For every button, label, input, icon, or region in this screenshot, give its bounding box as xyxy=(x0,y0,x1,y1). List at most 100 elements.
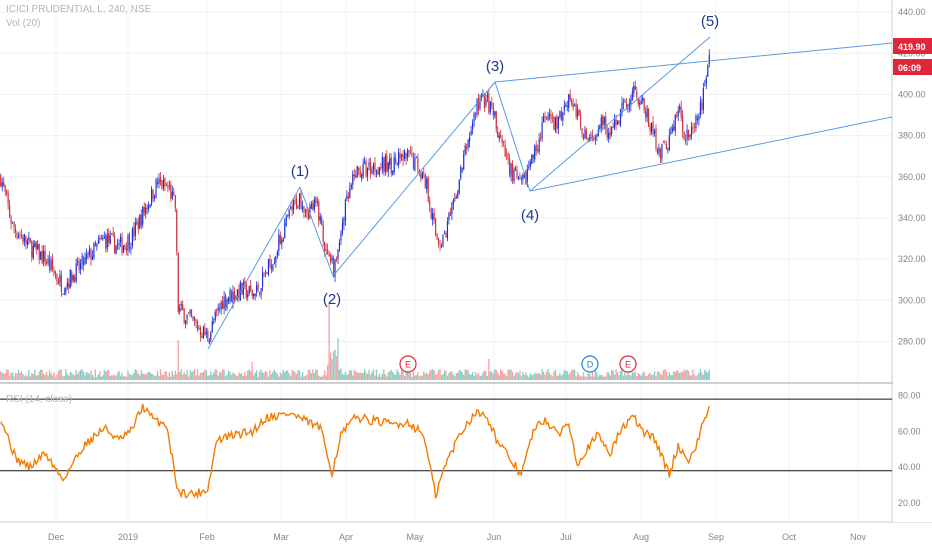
volume-bar xyxy=(282,369,284,380)
volume-legend[interactable]: Vol (20) xyxy=(6,18,41,29)
volume-bar xyxy=(634,371,636,380)
wave-leg xyxy=(494,81,531,192)
volume-bar xyxy=(253,375,255,380)
volume-bar xyxy=(239,374,242,380)
candle-body xyxy=(232,291,234,304)
volume-bar xyxy=(41,369,43,380)
volume-bar xyxy=(516,372,518,380)
candle-body xyxy=(210,332,212,341)
volume-bar xyxy=(708,369,710,380)
volume-bar xyxy=(423,371,425,380)
candle-body xyxy=(312,203,314,211)
candle-body xyxy=(4,184,6,192)
volume-bar xyxy=(168,372,171,380)
candle-body xyxy=(673,125,675,131)
volume-bar xyxy=(556,375,558,380)
candle-body xyxy=(153,196,156,199)
volume-bar xyxy=(10,372,12,380)
volume-bar xyxy=(96,376,98,380)
candle-body xyxy=(371,169,373,173)
time-tick-label: 2019 xyxy=(118,532,138,542)
candle-body xyxy=(214,311,216,321)
volume-bar xyxy=(442,374,444,380)
volume-bar xyxy=(358,372,360,380)
candle-body xyxy=(591,135,593,137)
candle-body xyxy=(578,109,580,115)
volume-bar xyxy=(105,371,107,380)
volume-bar xyxy=(522,371,524,380)
volume-bar xyxy=(113,374,116,380)
volume-bar xyxy=(440,374,443,380)
candle-body xyxy=(57,280,60,285)
volume-bar xyxy=(254,372,256,380)
volume-bar xyxy=(480,375,483,380)
symbol-legend[interactable]: ICICI PRUDENTIAL L, 240, NSE xyxy=(6,4,152,15)
volume-bar xyxy=(270,374,273,380)
candle-body xyxy=(384,155,386,173)
volume-bar xyxy=(180,369,182,380)
volume-bar xyxy=(656,371,659,380)
volume-bar xyxy=(275,372,277,380)
volume-bar xyxy=(190,372,193,380)
wave-leg xyxy=(332,81,496,277)
rsi-legend[interactable]: RSI (14, close) xyxy=(6,394,73,405)
volume-bar xyxy=(579,376,582,380)
candle-body xyxy=(78,261,80,270)
volume-bar xyxy=(76,374,79,380)
volume-bar xyxy=(72,374,74,380)
volume-bar xyxy=(326,364,329,380)
elliott-wave-drawing[interactable]: (1) (2) (3) (4) (5) xyxy=(207,13,893,350)
axis-background xyxy=(893,0,932,522)
volume-bar xyxy=(491,371,493,380)
volume-bar xyxy=(106,370,108,380)
candle-body xyxy=(35,241,37,250)
volume-bar xyxy=(173,375,175,380)
volume-bar xyxy=(322,375,324,380)
candle-body xyxy=(528,166,530,168)
volume-bar xyxy=(619,371,622,380)
candle-body xyxy=(426,178,428,189)
volume-bar xyxy=(674,372,676,380)
volume-bar xyxy=(192,370,194,380)
candle-body xyxy=(386,154,388,171)
volume-bar xyxy=(155,375,157,380)
volume-bar xyxy=(319,376,321,380)
volume-bar xyxy=(368,369,370,380)
volume-bar xyxy=(26,375,29,380)
volume-bar xyxy=(622,375,625,380)
price-axis[interactable]: 280.00 300.00 320.00 340.00 360.00 380.00 400.… xyxy=(893,0,932,522)
volume-bar xyxy=(124,375,126,380)
volume-bar xyxy=(637,372,639,380)
volume-bar xyxy=(19,372,21,380)
candle-body xyxy=(137,221,139,230)
volume-bar xyxy=(681,372,684,380)
candle-body xyxy=(369,162,372,175)
volume-bar xyxy=(118,370,120,380)
volume-bar xyxy=(362,373,364,380)
volume-bar xyxy=(233,373,236,380)
price-tick-label: 440.00 xyxy=(898,7,926,17)
volume-bar xyxy=(158,376,160,380)
volume-bar xyxy=(655,376,657,380)
candle-body xyxy=(20,234,23,237)
volume-bar xyxy=(689,375,691,380)
candle-body xyxy=(41,250,43,264)
volume-bar xyxy=(572,369,574,380)
volume-bar xyxy=(266,371,268,380)
volume-bar xyxy=(128,373,131,380)
candle-body xyxy=(645,111,647,118)
volume-bar xyxy=(514,372,517,380)
volume-bar xyxy=(668,372,670,380)
volume-bar xyxy=(544,374,546,380)
candle-body xyxy=(293,200,295,210)
candle-body xyxy=(133,227,135,237)
volume-bar xyxy=(59,369,61,380)
rsi-tick-label: 20.00 xyxy=(898,498,921,508)
price-tick-label: 380.00 xyxy=(898,131,926,141)
volume-bar xyxy=(90,370,92,380)
time-axis[interactable]: Dec 2019 Feb Mar Apr May Jun Jul Aug Sep Oct Nov xyxy=(48,532,867,542)
candle-body xyxy=(260,288,262,296)
candle-body xyxy=(534,146,536,160)
